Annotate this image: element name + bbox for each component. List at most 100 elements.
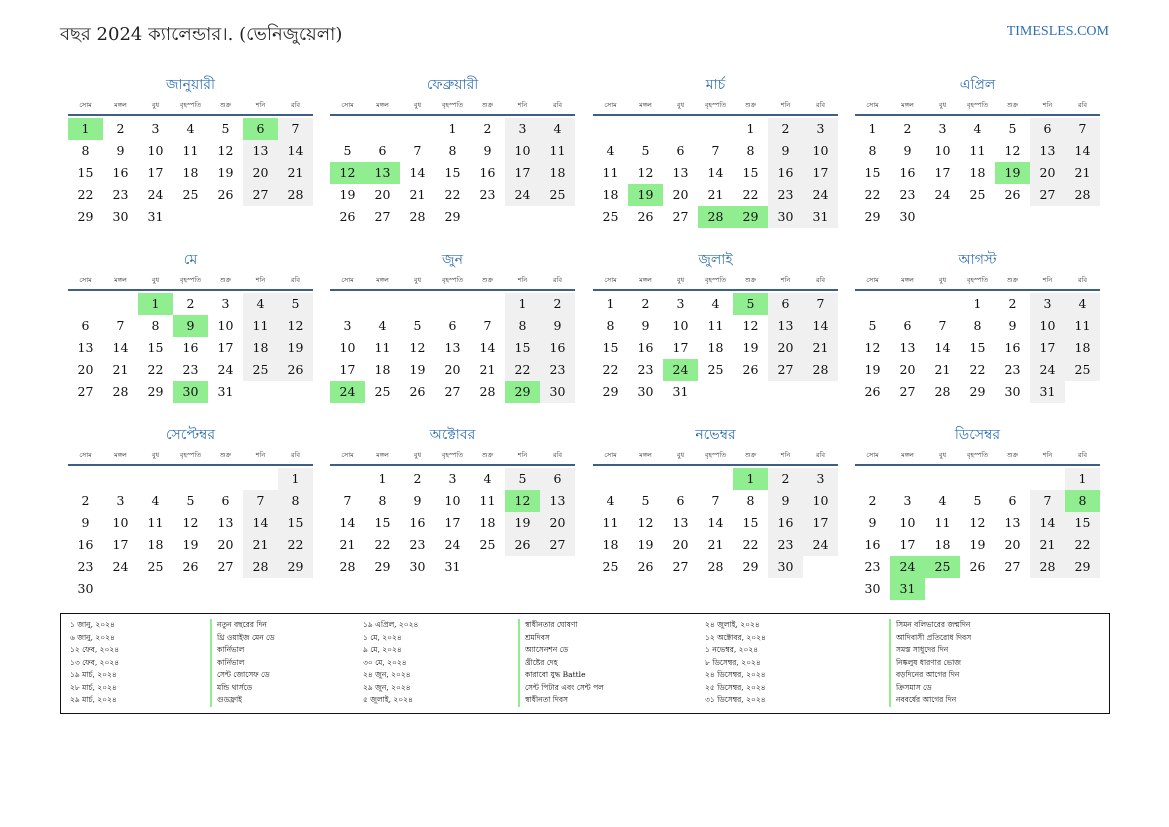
empty-cell [330,293,365,315]
day-cell: 11 [243,315,278,337]
day-cell: 18 [540,162,575,184]
day-cell: 7 [1030,490,1065,512]
weekday-label: বৃহস্পতি [704,451,727,459]
legend-date: ২৯ জুন, ২০২৪ [363,682,411,692]
day-cell: 16 [768,162,803,184]
day-cell: 14 [243,512,278,534]
weekday-header: সোম মঙ্গল বুধ বৃহস্পতি শুক্র শনি রবি [68,96,313,116]
day-cell: 6 [676,143,685,158]
site-link[interactable]: TIMESLES.COM [1006,24,1109,39]
legend-holiday-name: শ্রমদিবস [518,631,604,644]
day-cell: 20 [540,512,575,534]
holiday-day-cell: 29 [733,206,768,228]
day-cell: 24 [1030,359,1065,381]
day-cell: 8 [378,493,387,508]
legend-date: ৮ ডিসেম্বর, ২০২৪ [705,657,761,667]
day-cell: 28 [707,559,724,574]
empty-cell [138,468,173,490]
day-cell: 24 [803,184,838,206]
day-cell: 27 [217,559,234,574]
day-cell: 19 [864,362,881,377]
month-calendar: ফেব্রুয়ারী সোম মঙ্গল বুধ বৃহস্পতি শুক্র শনি রব… [330,74,575,228]
month-calendar: আগস্ট সোম মঙ্গল বুধ বৃহস্পতি শুক্র শনি রবি 1 2 3 4 5… [855,249,1100,403]
holiday-day-cell: 24 [663,359,698,381]
day-cell: 15 [278,512,313,534]
day-cell: 6 [768,293,803,315]
day-cell: 8 [868,143,877,158]
weekday-label: মঙ্গল [639,451,652,459]
weekday-label: বুধ [151,451,160,459]
holiday-day-cell: 9 [173,315,208,337]
day-cell: 26 [969,559,986,574]
day-cell: 10 [217,318,234,333]
weekday-header: সোম মঙ্গল বুধ বৃহস্পতি শুক্র শনি রবি [330,96,575,116]
day-cell: 2 [868,493,877,508]
day-cell: 9 [540,315,575,337]
weekday-label: সোম [866,101,879,109]
day-cell: 18 [1065,337,1100,359]
day-cell: 19 [217,165,234,180]
day-cell: 13 [444,340,461,355]
holiday-day-cell: 19 [628,184,663,206]
day-cell: 16 [540,337,575,359]
day-cell: 1 [378,471,387,486]
day-cell: 27 [768,359,803,381]
day-cell: 21 [409,187,426,202]
weekday-label: মঙ্গল [376,101,389,109]
day-cell: 28 [339,559,356,574]
day-cell: 30 [409,559,426,574]
weekday-label: রবি [1077,451,1088,459]
legend-holiday-name: মন্ডি থার্সডে [210,681,275,694]
day-cell: 2 [903,121,912,136]
month-calendar: মে সোম মঙ্গল বুধ বৃহস্পতি শুক্র শনি রবি 1 2 3 4 5 6 7 8… [68,249,313,403]
day-cell: 18 [374,362,391,377]
weekday-label: সোম [79,451,92,459]
day-cell: 22 [864,187,881,202]
day-cell: 1 [973,296,982,311]
weekday-label: বুধ [676,101,685,109]
day-cell: 25 [182,187,199,202]
day-cell: 14 [1030,512,1065,534]
weekday-label: সোম [79,276,92,284]
day-cell: 28 [934,384,951,399]
day-cell: 2 [768,468,803,490]
day-cell: 9 [768,490,803,512]
day-cell: 22 [147,362,164,377]
weekday-label: মঙ্গল [376,276,389,284]
weekday-label: শুক্র [744,101,757,109]
day-cell: 31 [217,384,234,399]
day-cell: 23 [899,187,916,202]
day-cell: 9 [81,515,90,530]
legend-holiday-name: নতুন বছরের দিন [210,619,275,632]
weekday-label: সোম [79,101,92,109]
day-cell: 24 [803,534,838,556]
day-cell: 9 [483,143,492,158]
day-cell: 16 [864,537,881,552]
empty-cell [68,468,103,490]
holiday-day-cell: 5 [733,293,768,315]
day-cell: 1 [1065,468,1100,490]
day-cell: 14 [409,165,426,180]
day-cell: 25 [479,537,496,552]
day-cell: 11 [602,165,619,180]
day-cell: 13 [768,315,803,337]
day-cell: 29 [77,209,94,224]
day-cell: 27 [243,184,278,206]
empty-cell [698,468,733,490]
weekday-label: শনি [255,276,266,284]
day-cell: 28 [803,359,838,381]
legend-date: ১২ ফেব, ২০২৪ [70,645,120,654]
legend-holiday-name: খ্রীষ্টের দেহ [518,656,604,669]
legend-date: ২৫ ডিসেম্বর, ২০২৪ [705,682,766,692]
legend-holiday-name: কার্নিভাল [210,644,275,657]
day-cell: 24 [444,537,461,552]
day-cell: 18 [602,537,619,552]
weekday-label: মঙ্গল [114,101,127,109]
day-cell: 6 [81,318,90,333]
day-cell: 14 [112,340,129,355]
day-cell: 4 [1065,293,1100,315]
weekday-label: বুধ [938,101,947,109]
day-cell: 25 [147,559,164,574]
weekday-label: বৃহস্পতি [179,276,202,284]
day-cell: 6 [448,318,457,333]
